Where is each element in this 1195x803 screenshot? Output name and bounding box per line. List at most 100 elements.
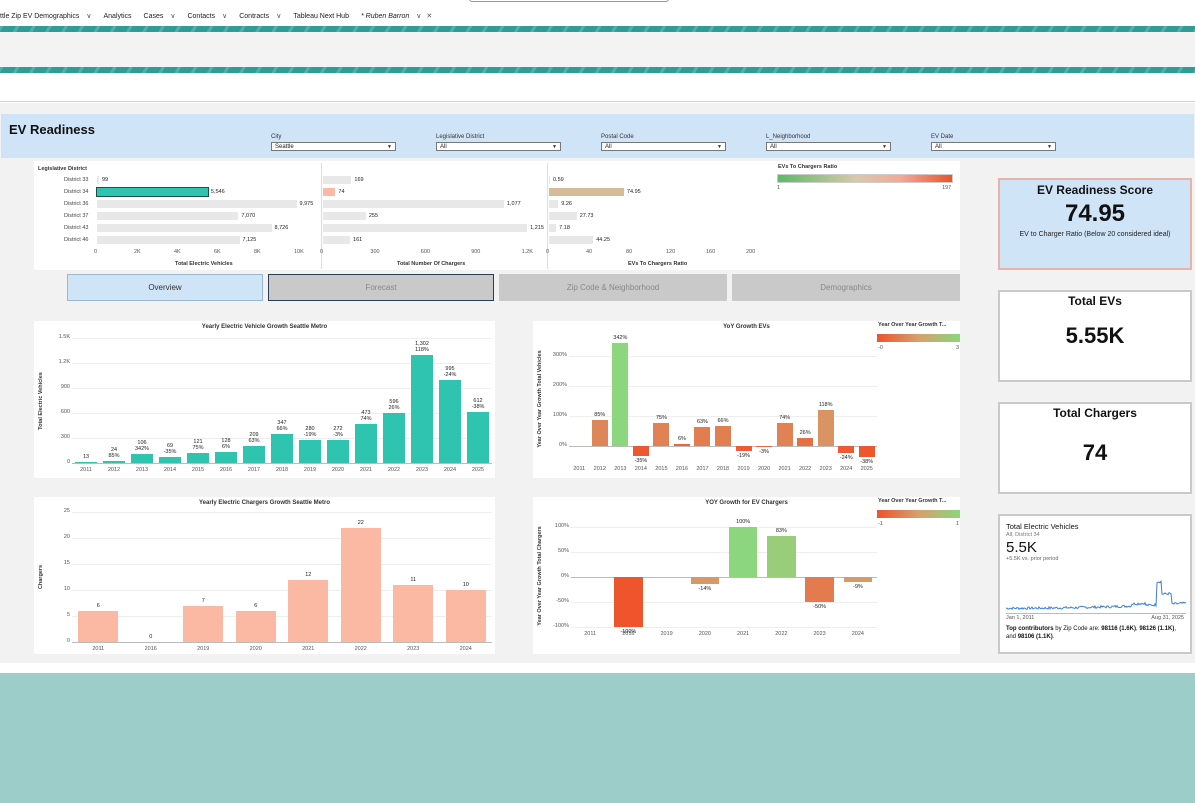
chart-bar <box>299 439 321 463</box>
chart-bar <box>632 445 649 457</box>
nav-tab-tableau-next-hub[interactable]: Tableau Next Hub <box>293 13 349 20</box>
chevron-down-icon[interactable]: ∨ <box>222 13 228 20</box>
ev-bar <box>97 224 272 232</box>
x-tick-label: 2013 <box>135 467 149 473</box>
gridline <box>72 642 492 643</box>
insight-sep: , <box>1135 626 1140 632</box>
ratio-axis-tick: 80 <box>626 249 633 255</box>
bar-growth-label: 342% <box>134 446 150 453</box>
x-tick-label: 2018 <box>275 467 289 473</box>
bar-value-label: 12 <box>305 571 312 578</box>
x-tick-label: 2019 <box>303 467 317 473</box>
insight-zip-1: 98116 (1.6K) <box>1101 626 1136 632</box>
total-evs-card[interactable]: Total EVs 5.55K <box>998 290 1192 382</box>
district-label: District 46 <box>64 237 89 243</box>
chart-bar <box>159 457 181 463</box>
y-tick-label: 0 <box>66 459 70 465</box>
gridline <box>569 445 877 447</box>
global-search[interactable] <box>469 0 669 2</box>
y-tick-label: -50% <box>556 598 569 605</box>
insight-prefix: Top contributors <box>1006 626 1054 632</box>
filter-neighborhood: L_Neighborhood All <box>766 134 891 151</box>
x-tick-label: 2021 <box>359 467 373 473</box>
ev-bar-label: 7,070 <box>241 213 256 219</box>
divider <box>0 101 1195 102</box>
chart-bar <box>327 440 349 463</box>
chevron-down-icon[interactable]: ∨ <box>170 13 176 20</box>
legislative-district-select[interactable]: All <box>436 142 561 151</box>
bar-growth-label: -38% <box>471 404 485 410</box>
x-tick-label: 2012 <box>593 466 606 472</box>
bar-value-label: 10 <box>462 582 469 588</box>
nav-tab-analytics[interactable]: Analytics <box>104 13 132 20</box>
bar-value-label: 280 <box>305 425 315 432</box>
bar-value-label: 347 <box>277 420 287 427</box>
nav-tab-cases[interactable]: Cases ∨ <box>144 12 176 21</box>
insight-zip-3: 98106 (1.1K) <box>1017 634 1053 640</box>
neighborhood-select[interactable]: All <box>766 142 891 151</box>
chevron-down-icon[interactable]: ∨ <box>416 13 422 20</box>
bar-value-label: 7 <box>201 597 205 604</box>
bar-value-label: 6 <box>254 602 258 609</box>
nav-tab-ruben-barron[interactable]: * Ruben Barron ∨ ✕ <box>361 12 433 21</box>
chart-bar <box>673 443 690 446</box>
chart-bar <box>355 423 377 463</box>
chart-bar <box>817 410 834 446</box>
gridline <box>72 363 492 364</box>
chart-bar <box>653 423 670 446</box>
header-banner <box>0 26 1195 74</box>
tab-zip-neighborhood[interactable]: Zip Code & Neighborhood <box>499 274 727 301</box>
city-select[interactable]: Seattle <box>271 142 396 151</box>
ratio-axis-tick: 0 <box>546 249 550 255</box>
x-tick-label: 2011 <box>573 466 586 472</box>
total-chargers-card[interactable]: Total Chargers 74 <box>998 402 1192 494</box>
chart-bar <box>591 420 608 446</box>
chart-bar <box>776 423 793 446</box>
charger-bar-label: 1,215 <box>530 225 544 231</box>
color-legend-title: Year Over Year Growth T... <box>878 498 947 504</box>
x-tick-label: 2023 <box>407 646 420 652</box>
ev-date-select[interactable]: All <box>931 142 1056 151</box>
chart-bar <box>187 452 209 463</box>
x-tick-label: 2018 <box>716 466 730 472</box>
nav-tab-contacts[interactable]: Contacts ∨ <box>187 12 228 21</box>
ev-bar <box>96 187 209 197</box>
charger-bar-label: 74 <box>338 189 345 195</box>
ev-axis-tick: 2K <box>134 249 141 255</box>
ev-bar <box>97 176 99 184</box>
x-tick-label: 2017 <box>696 466 709 472</box>
chevron-down-icon[interactable]: ∨ <box>86 13 92 20</box>
gridline <box>72 463 492 464</box>
ratio-bar-label: 44.25 <box>596 237 611 243</box>
color-legend-title: Year Over Year Growth T... <box>878 322 947 328</box>
banner-stripe-bottom <box>0 67 1195 73</box>
gridline <box>569 415 877 417</box>
x-tick-label: 2012 <box>107 467 121 473</box>
metric-insight: Top contributors by Zip Code are: 98116 … <box>1006 625 1184 641</box>
x-tick-label: 2021 <box>302 646 315 652</box>
ev-metric-card[interactable]: Total Electric Vehicles All, District 34… <box>998 514 1192 654</box>
y-tick-label: 50% <box>557 548 569 555</box>
insight-text: by Zip Code are: <box>1053 626 1102 632</box>
metric-value: 5.5K <box>1006 539 1037 556</box>
chart-title: Yearly Electric Chargers Growth Seattle … <box>198 500 331 506</box>
x-tick-label: 2020 <box>698 631 711 637</box>
gridline <box>571 627 877 628</box>
total-chargers-value: 74 <box>1082 440 1108 465</box>
y-tick-label: 0% <box>559 441 567 448</box>
ev-readiness-score-card[interactable]: EV Readiness Score 74.95 EV to Charger R… <box>998 178 1192 270</box>
ev-bar-label: 9,975 <box>299 201 314 207</box>
close-icon[interactable]: ✕ <box>426 13 433 20</box>
chart-bar <box>612 343 629 446</box>
tab-demographics[interactable]: Demographics <box>732 274 960 301</box>
tab-overview[interactable]: Overview <box>67 274 263 301</box>
bar-value-label: 612 <box>473 398 483 404</box>
nav-tab-zip-ev[interactable]: ttle Zip EV Demographics ∨ <box>0 12 92 21</box>
postal-code-select[interactable]: All <box>601 142 726 151</box>
tab-forecast[interactable]: Forecast <box>268 274 494 301</box>
chevron-down-icon[interactable]: ∨ <box>276 13 282 20</box>
ratio-bar <box>549 188 624 196</box>
nav-tab-contracts[interactable]: Contracts ∨ <box>239 12 282 21</box>
chart-bar <box>445 590 486 642</box>
x-tick-label: 2021 <box>778 466 791 472</box>
